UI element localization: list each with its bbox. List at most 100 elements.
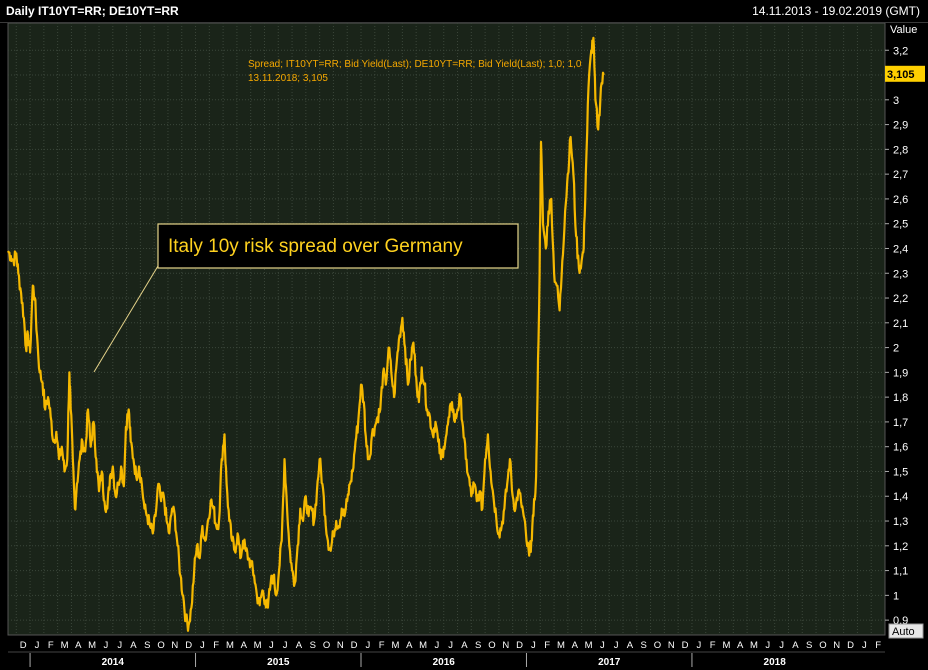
y-tick-label: 3	[893, 95, 899, 107]
x-month-label: J	[269, 640, 274, 651]
x-month-label: O	[488, 640, 495, 651]
y-tick-label: 2,8	[893, 144, 908, 156]
auto-button-label: Auto	[892, 626, 915, 638]
auto-button[interactable]	[888, 623, 924, 639]
x-month-label: A	[241, 640, 248, 651]
y-tick-label: 1,5	[893, 466, 908, 478]
y-tick-label: 2,9	[893, 120, 908, 132]
y-tick-label: 2,3	[893, 268, 908, 280]
x-month-label: S	[475, 640, 481, 651]
x-month-label: J	[434, 640, 439, 651]
x-month-label: D	[185, 640, 192, 651]
x-month-label: A	[627, 640, 634, 651]
x-month-label: S	[641, 640, 647, 651]
x-month-label: A	[461, 640, 468, 651]
x-month-label: A	[572, 640, 579, 651]
y-tick-label: 1,9	[893, 367, 908, 379]
x-month-label: J	[531, 640, 536, 651]
year-label: 2017	[598, 657, 621, 668]
x-month-label: J	[366, 640, 371, 651]
y-axis: 0,911,11,21,31,41,51,61,71,81,922,12,22,…	[885, 45, 908, 627]
x-month-label: N	[668, 640, 675, 651]
x-month-label: N	[502, 640, 509, 651]
x-month-label: J	[448, 640, 453, 651]
y-tick-label: 3,2	[893, 45, 908, 57]
y-tick-label: 1,8	[893, 392, 908, 404]
last-value-label: 3,105	[887, 69, 915, 81]
x-month-label: J	[117, 640, 122, 651]
y-tick-label: 2,4	[893, 243, 908, 255]
x-month-label: J	[765, 640, 770, 651]
x-month-label: M	[88, 640, 96, 651]
year-axis: 2014 2015 2016 2017 2018	[8, 651, 885, 668]
x-month-label: N	[833, 640, 840, 651]
x-month-label: M	[254, 640, 262, 651]
x-month-label: D	[847, 640, 854, 651]
x-month-label: M	[750, 640, 758, 651]
x-month-label: F	[544, 640, 550, 651]
x-month-label: M	[557, 640, 565, 651]
x-month-label: M	[392, 640, 400, 651]
annotation-pointer	[93, 265, 159, 373]
x-month-label: N	[337, 640, 344, 651]
y-tick-label: 1,4	[893, 491, 908, 503]
y-tick-label: 1,3	[893, 516, 908, 528]
title-bar: Daily IT10YT=RR; DE10YT=RR 14.11.2013 - …	[0, 0, 928, 23]
y-tick-label: 2,5	[893, 219, 908, 231]
spread-series-line	[7, 36, 605, 632]
y-tick-label: 1,6	[893, 442, 908, 454]
y-tick-label: 2,2	[893, 293, 908, 305]
x-month-label: D	[20, 640, 27, 651]
x-month-label: F	[48, 640, 54, 651]
y-tick-label: 2,6	[893, 194, 908, 206]
x-month-label: J	[862, 640, 867, 651]
x-month-label: M	[585, 640, 593, 651]
x-month-label: S	[144, 640, 150, 651]
year-label: 2015	[267, 657, 290, 668]
x-month-label: J	[600, 640, 605, 651]
x-month-label: A	[75, 640, 82, 651]
x-month-label: S	[310, 640, 316, 651]
x-month-label: J	[104, 640, 109, 651]
y-tick-label: 1	[893, 590, 899, 602]
y-tick-label: 1,2	[893, 541, 908, 553]
x-month-label: M	[226, 640, 234, 651]
chart-title: Daily IT10YT=RR; DE10YT=RR	[6, 4, 179, 18]
x-month-label: N	[171, 640, 178, 651]
y-tick-label: 1,1	[893, 566, 908, 578]
x-month-label: J	[696, 640, 701, 651]
x-month-label: S	[806, 640, 812, 651]
last-value-box	[885, 65, 925, 82]
x-month-label: J	[779, 640, 784, 651]
x-month-label: D	[351, 640, 358, 651]
x-month-label: A	[792, 640, 799, 651]
x-month-label: F	[379, 640, 385, 651]
y-tick-label: 2,1	[893, 318, 908, 330]
x-month-label: F	[213, 640, 219, 651]
x-month-label: A	[406, 640, 413, 651]
y-tick-label: 2	[893, 343, 899, 355]
x-month-label: D	[516, 640, 523, 651]
x-month-label: J	[283, 640, 288, 651]
x-month-label: M	[61, 640, 69, 651]
x-month-label: O	[323, 640, 330, 651]
x-month-label: O	[819, 640, 826, 651]
x-month-label: F	[710, 640, 716, 651]
x-month-label: J	[200, 640, 205, 651]
x-month-label: D	[682, 640, 689, 651]
legend-line-1: Spread; IT10YT=RR; Bid Yield(Last); DE10…	[248, 59, 582, 70]
y-axis-title: Value	[890, 24, 917, 36]
y-tick-label: 2,7	[893, 169, 908, 181]
year-label: 2016	[433, 657, 456, 668]
legend-line-2: 13.11.2018; 3,105	[248, 73, 328, 84]
annotation-box	[157, 223, 519, 269]
x-month-label: O	[654, 640, 661, 651]
date-range: 14.11.2013 - 19.02.2019 (GMT)	[752, 4, 920, 18]
y-tick-label: 1,7	[893, 417, 908, 429]
x-month-label: F	[875, 640, 881, 651]
x-month-label: J	[35, 640, 40, 651]
x-month-label: O	[157, 640, 164, 651]
x-month-label: A	[296, 640, 303, 651]
